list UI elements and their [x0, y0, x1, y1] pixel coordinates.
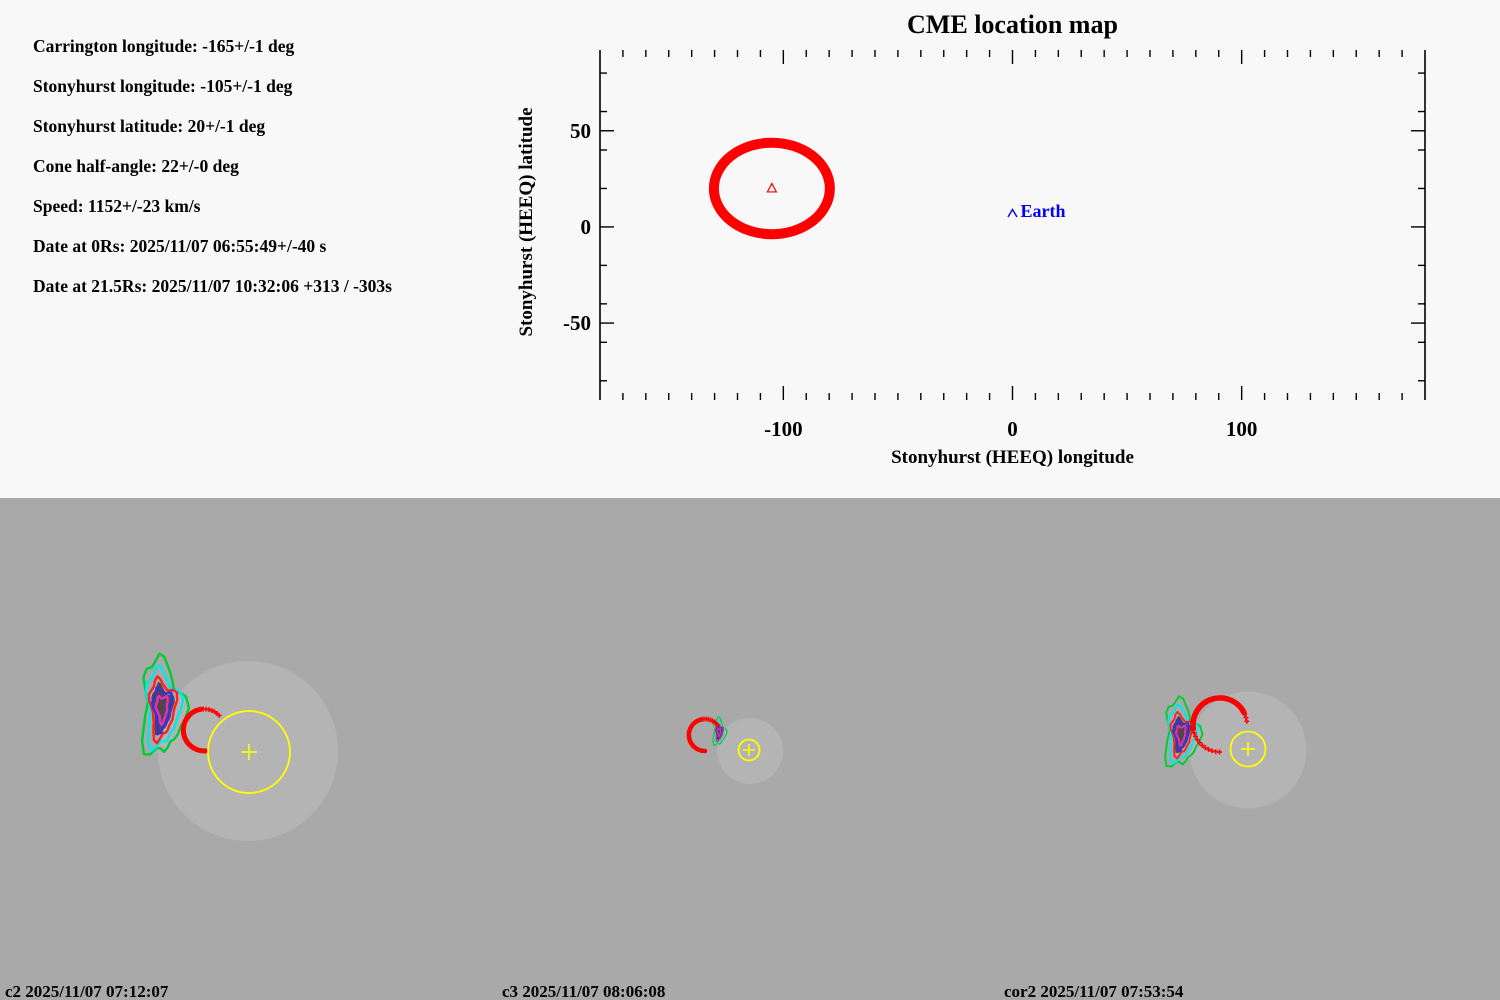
x-tick-label: 100 [1226, 417, 1258, 441]
param-speed: Speed: 1152+/-23 km/s [33, 196, 201, 216]
earth-label: Earth [1020, 201, 1066, 222]
cme-location-ellipse [708, 137, 835, 240]
coronagraph-strip [0, 498, 1500, 1000]
cme-location-chart: -100 0 100 -50 0 50 [563, 50, 1426, 441]
caption-c3: c3 2025/11/07 08:06:08 [502, 982, 666, 1000]
param-stonyhurst-latitude: Stonyhurst latitude: 20+/-1 deg [33, 116, 266, 136]
param-date-0rs: Date at 0Rs: 2025/11/07 06:55:49+/-40 s [33, 236, 327, 256]
y-tick-label: 50 [570, 119, 591, 143]
earth-marker-icon [1007, 208, 1018, 218]
x-axis-title: Stonyhurst (HEEQ) longitude [891, 447, 1134, 468]
y-tick-label: -50 [563, 311, 591, 335]
caption-c2: c2 2025/11/07 07:12:07 [5, 982, 169, 1000]
param-stonyhurst-longitude: Stonyhurst longitude: -105+/-1 deg [33, 76, 293, 96]
param-cone-half-angle: Cone half-angle: 22+/-0 deg [33, 156, 239, 176]
param-carrington-longitude: Carrington longitude: -165+/-1 deg [33, 36, 295, 56]
y-tick-label: 0 [581, 215, 592, 239]
x-tick-label: -100 [764, 417, 803, 441]
chart-title: CME location map [907, 10, 1118, 39]
cme-parameters-panel: Carrington longitude: -165+/-1 deg Stony… [0, 0, 560, 498]
cme-center-marker [766, 182, 778, 193]
param-date-21-5rs: Date at 21.5Rs: 2025/11/07 10:32:06 +313… [33, 276, 392, 296]
x-tick-label: 0 [1007, 417, 1018, 441]
y-axis-title: Stonyhurst (HEEQ) latitude [516, 107, 537, 337]
caption-cor2: cor2 2025/11/07 07:53:54 [1004, 982, 1184, 1000]
